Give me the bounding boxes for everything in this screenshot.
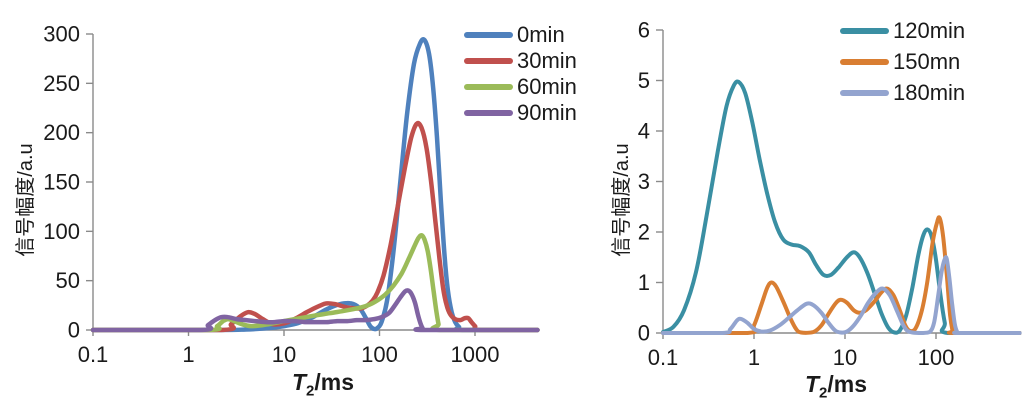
legend-swatch [464, 58, 513, 64]
legend-label: 120min [893, 17, 966, 43]
svg-text:2: 2 [638, 220, 650, 245]
svg-text:250: 250 [43, 71, 80, 96]
legend-item-0min: 0min [464, 22, 577, 48]
svg-text:10: 10 [272, 342, 296, 367]
legend-swatch [840, 58, 889, 65]
legend-swatch [840, 27, 889, 34]
t2-symbol: T [804, 371, 820, 397]
t2-spectrum-chart-120-180min: 0 1 2 3 4 5 6 0.1 1 10 100 信号幅度/a.u T2/ms 120min 1… [600, 0, 1024, 409]
legend-item-120min: 120min [840, 15, 965, 46]
svg-text:1: 1 [182, 342, 194, 367]
svg-text:10: 10 [833, 345, 857, 370]
legend-label: 0min [517, 22, 565, 47]
right-legend: 120min 150mn 180min [840, 15, 965, 108]
legend-label: 180min [893, 79, 966, 105]
legend-swatch [464, 32, 513, 38]
legend-item-180min: 180min [840, 77, 965, 108]
svg-text:0.1: 0.1 [78, 342, 109, 367]
x-axis-unit: /ms [314, 369, 355, 395]
svg-text:3: 3 [638, 169, 650, 194]
legend-item-150mn: 150mn [840, 46, 965, 77]
svg-text:50: 50 [56, 268, 80, 293]
legend-item-60min: 60min [464, 74, 577, 100]
svg-text:6: 6 [638, 18, 650, 43]
svg-text:4: 4 [638, 119, 650, 144]
t2-symbol: T [291, 369, 307, 395]
legend-item-30min: 30min [464, 48, 577, 74]
right-chart-plot-area: 0 1 2 3 4 5 6 0.1 1 10 100 [638, 18, 1022, 370]
t2-spectrum-chart-0-90min: 0 50 100 150 200 250 300 0.1 1 10 100 1000 信号幅度/a.u… [15, 22, 577, 400]
svg-text:1: 1 [638, 270, 650, 295]
svg-text:300: 300 [43, 22, 80, 47]
svg-text:1000: 1000 [451, 342, 500, 367]
t2-subscript: 2 [306, 382, 315, 400]
svg-text:150: 150 [43, 170, 80, 195]
svg-text:5: 5 [638, 68, 650, 93]
left-chart-plot-area: 0 50 100 150 200 250 300 0.1 1 10 100 1000 [43, 22, 540, 367]
svg-text:100: 100 [918, 345, 955, 370]
legend-label: 90min [517, 100, 577, 125]
legend-swatch [464, 110, 513, 116]
svg-text:0: 0 [638, 321, 650, 346]
legend-swatch [464, 84, 513, 90]
svg-text:100: 100 [43, 219, 80, 244]
svg-text:0.1: 0.1 [648, 345, 679, 370]
svg-text:200: 200 [43, 120, 80, 145]
left-legend: 0min 30min 60min 90min [464, 22, 577, 126]
svg-text:1: 1 [748, 345, 760, 370]
x-axis-unit: /ms [827, 371, 868, 397]
left-x-axis-title: T2/ms [243, 369, 403, 400]
legend-label: 30min [517, 48, 577, 73]
legend-swatch [840, 89, 889, 96]
svg-text:0: 0 [68, 318, 80, 343]
legend-item-90min: 90min [464, 100, 577, 126]
right-x-axis-title: T2/ms [756, 371, 916, 402]
legend-label: 150mn [893, 48, 961, 74]
right-y-axis-title: 信号幅度/a.u [611, 143, 633, 257]
svg-text:100: 100 [361, 342, 398, 367]
legend-label: 60min [517, 74, 577, 99]
t2-subscript: 2 [819, 384, 828, 402]
left-y-axis-title: 信号幅度/a.u [15, 143, 37, 257]
